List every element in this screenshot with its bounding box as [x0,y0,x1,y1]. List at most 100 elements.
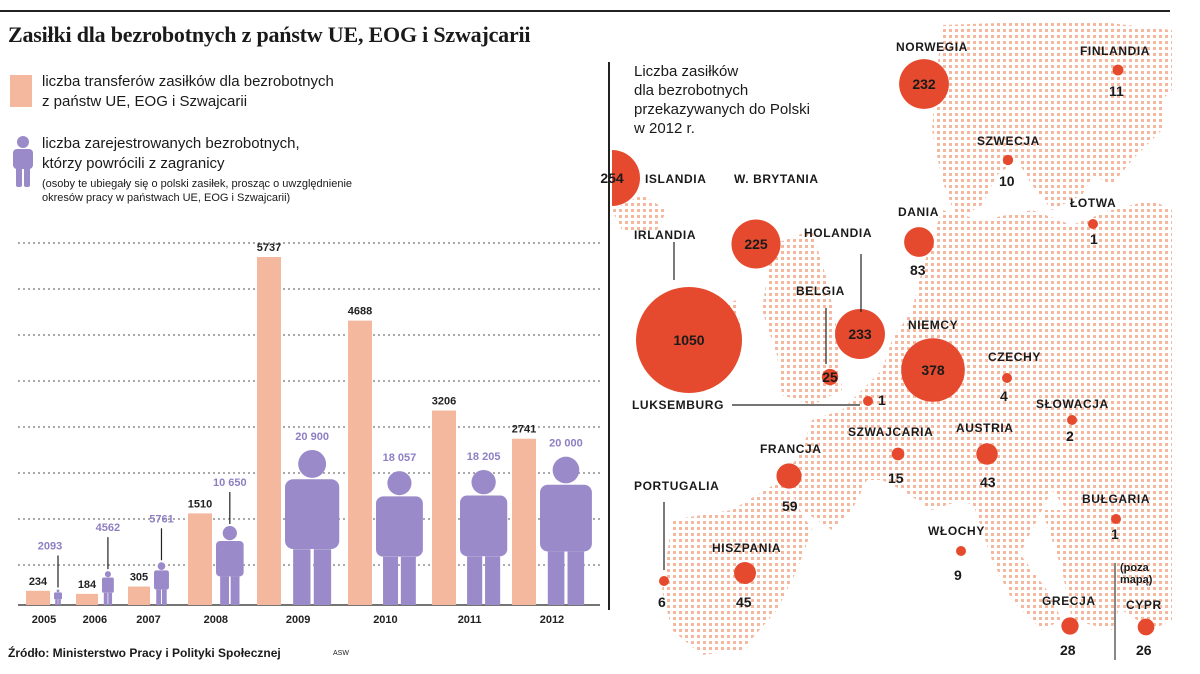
bubble-hiszpania [734,562,756,584]
country-value: 1050 [673,332,705,348]
bubble-irlandia [636,287,742,393]
figure-value-label: 5761 [149,513,173,525]
country-label: FRANCJA [760,442,822,456]
bubble-bułgaria [1111,514,1121,524]
bubble-czechy [1002,373,1012,383]
year-tick-label: 2007 [136,614,160,626]
country-value: 15 [888,470,904,486]
bubble-cypr [1137,618,1155,636]
country-value: 45 [736,594,752,610]
person-figure [102,571,114,605]
legend-transfers-label: liczba transferów zasiłków dla bezrobotn… [42,73,334,110]
figure-value-label: 18 057 [383,452,417,464]
person-figure [540,456,592,605]
legend-returnees-label: liczba zarejestrowanych bezrobotnych, kt… [42,135,300,172]
country-label: HISZPANIA [712,541,782,555]
country-label: BUŁGARIA [1082,492,1151,506]
bar-transfers [128,586,150,605]
year-tick-label: 2008 [204,614,228,626]
year-tick-label: 2006 [83,614,107,626]
bubble-szwajcaria [891,447,905,461]
bar-transfers [26,590,50,605]
bubble-grecja [1061,617,1079,635]
figure-value-label: 18 205 [467,451,501,463]
country-label: CYPR [1126,598,1162,612]
bubble-dania [904,227,934,257]
figure-value-label: 4562 [96,522,120,534]
bar-value-label: 3206 [432,396,456,408]
figure-value-label: 2093 [38,540,62,552]
country-label: GRECJA [1042,594,1096,608]
legend-returnees-note: (osoby te ubiegały się o polski zasiłek,… [42,178,353,204]
country-label: W. BRYTANIA [734,172,819,186]
country-label: PORTUGALIA [634,479,720,493]
europe-map [612,20,1172,660]
bar-transfers [432,410,456,605]
person-figure [216,526,244,605]
page-title: Zasiłki dla bezrobotnych z państw UE, EO… [8,22,531,47]
bar-value-label: 184 [78,579,97,591]
cyprus-off-map-note: (poza mapą) [1120,562,1153,586]
country-value: 59 [782,498,798,514]
country-value: 25 [822,369,838,385]
country-value: 83 [910,262,926,278]
bar-transfers [348,320,372,605]
country-label: SŁOWACJA [1036,397,1109,411]
figure-value-label: 20 900 [295,431,329,443]
country-label: DANIA [898,205,939,219]
bubble-islandia [612,150,640,206]
bubble-finlandia [1112,64,1124,76]
panel-divider [608,62,610,610]
country-label: HOLANDIA [804,226,873,240]
bubble-niemcy [901,338,965,402]
country-value: 10 [999,173,1015,189]
bubble-holandia [835,309,885,359]
top-rule [0,10,1170,12]
country-label: ISLANDIA [645,172,707,186]
country-value: 232 [912,76,936,92]
country-value: 254 [600,170,624,186]
country-value: 225 [744,236,768,252]
country-value: 26 [1136,642,1152,658]
bubble-szwecja [1002,154,1014,166]
country-value: 378 [921,362,945,378]
country-label: LUKSEMBURG [632,398,724,412]
bar-transfers [512,438,536,605]
figure-value-label: 20 000 [549,438,583,450]
year-tick-label: 2012 [540,614,564,626]
bar-transfers [257,257,281,605]
bar-value-label: 234 [29,576,48,588]
bubble-luksemburg [863,396,873,406]
bar-value-label: 305 [130,571,148,583]
country-label: SZWAJCARIA [848,425,934,439]
bubble-portugalia [659,576,669,586]
bar-transfers [76,593,98,605]
country-value: 28 [1060,642,1076,658]
person-figure [154,562,169,605]
country-label: NIEMCY [908,318,959,332]
country-label: FINLANDIA [1080,44,1151,58]
figure-value-label: 10 650 [213,477,247,489]
country-value: 11 [1109,83,1124,99]
leader-lines [663,242,1116,660]
credit-note: ASW [333,650,349,657]
country-label: ŁOTWA [1070,196,1117,210]
legend-person-icon [13,136,33,187]
bubble-layer [612,59,1155,636]
country-value: 43 [980,474,996,490]
country-label: NORWEGIA [896,40,968,54]
bar-value-label: 2741 [512,424,536,436]
bar-chart: 234 2093 2005 184 4562 2006 305 5761 2007 151010 … [18,242,600,626]
year-tick-label: 2011 [458,614,482,626]
country-value: 2 [1066,428,1074,444]
country-value: 1 [1090,231,1098,247]
bubble-w. brytania [731,219,781,269]
bar-value-label: 4688 [348,306,372,318]
bubble-norwegia [899,59,949,109]
bubble-łotwa [1088,219,1098,229]
country-label: BELGIA [796,284,845,298]
bar-value-label: 1510 [188,498,212,510]
bubble-francja [776,463,802,489]
country-label: WŁOCHY [928,524,985,538]
country-label: SZWECJA [977,134,1040,148]
